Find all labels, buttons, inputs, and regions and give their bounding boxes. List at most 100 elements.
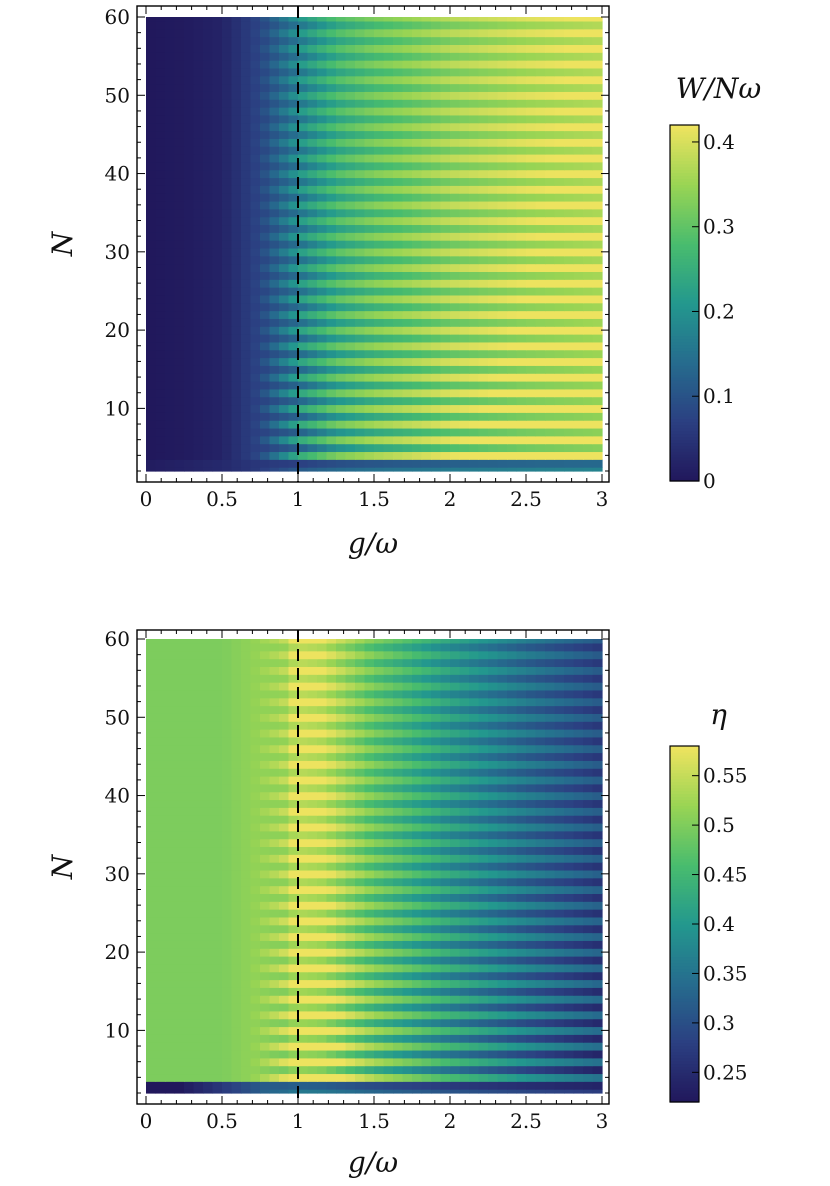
heatmap-cell xyxy=(450,341,461,351)
heatmap-cell xyxy=(231,200,242,210)
heatmap-cell xyxy=(250,420,261,429)
heatmap-cell xyxy=(241,122,252,132)
heatmap-cell xyxy=(231,349,242,359)
heatmap-cell xyxy=(193,255,204,265)
heatmap-cell xyxy=(478,17,489,22)
heatmap-cell xyxy=(269,877,280,887)
heatmap-cell xyxy=(412,427,423,437)
heatmap-cell xyxy=(583,807,594,816)
heatmap-cell xyxy=(497,193,508,202)
heatmap-cell xyxy=(450,380,461,390)
heatmap-cell xyxy=(250,240,261,249)
heatmap-cell xyxy=(469,1002,480,1012)
heatmap-cell xyxy=(516,830,527,840)
heatmap-cell xyxy=(374,956,385,965)
heatmap-cell xyxy=(516,846,527,855)
heatmap-cell xyxy=(288,799,299,808)
heatmap-cell xyxy=(364,427,375,437)
heatmap-cell xyxy=(298,44,309,53)
heatmap-cell xyxy=(269,349,280,359)
heatmap-cell xyxy=(241,995,252,1004)
heatmap-cell xyxy=(355,404,366,413)
heatmap-cell xyxy=(174,791,185,801)
heatmap-cell xyxy=(383,1042,394,1051)
heatmap-cell xyxy=(469,1065,480,1075)
colorbar-segment xyxy=(670,323,699,328)
heatmap-cell xyxy=(393,318,404,327)
heatmap-cell xyxy=(412,1089,423,1094)
heatmap-cell xyxy=(269,427,280,437)
colorbar-segment xyxy=(670,368,699,372)
heatmap-cell xyxy=(592,224,603,233)
heatmap-cell xyxy=(507,224,518,233)
heatmap-cell xyxy=(450,326,461,335)
heatmap-cell xyxy=(174,177,185,186)
heatmap-cell xyxy=(383,963,394,973)
heatmap-cell xyxy=(279,200,290,210)
heatmap-cell xyxy=(573,114,584,124)
heatmap-cell xyxy=(488,412,499,421)
heatmap-cell xyxy=(222,255,233,265)
heatmap-cell xyxy=(298,263,309,272)
heatmap-cell xyxy=(393,956,404,965)
heatmap-cell xyxy=(155,326,166,335)
heatmap-cell xyxy=(155,459,166,468)
heatmap-cell xyxy=(440,247,451,257)
heatmap-cell xyxy=(592,334,603,343)
heatmap-cell xyxy=(431,987,442,996)
heatmap-cell xyxy=(355,247,366,257)
heatmap-cell xyxy=(345,971,356,981)
heatmap-cell xyxy=(554,318,565,327)
heatmap-cell xyxy=(459,987,470,996)
heatmap-cell xyxy=(298,388,309,398)
heatmap-cell xyxy=(307,326,318,335)
heatmap-cell xyxy=(554,334,565,343)
heatmap-cell xyxy=(507,216,518,226)
heatmap-cell xyxy=(545,1042,556,1051)
heatmap-cell xyxy=(564,877,575,887)
heatmap-cell xyxy=(155,987,166,996)
heatmap-cell xyxy=(336,420,347,429)
heatmap-cell xyxy=(203,948,214,957)
heatmap-cell xyxy=(355,979,366,988)
heatmap-cell xyxy=(269,420,280,429)
heatmap-cell xyxy=(212,67,223,77)
heatmap-cell xyxy=(165,940,176,949)
heatmap-cell xyxy=(431,122,442,132)
heatmap-cell xyxy=(326,862,337,871)
heatmap-cell xyxy=(554,185,565,194)
heatmap-cell xyxy=(165,67,176,77)
heatmap-cell xyxy=(212,924,223,934)
heatmap-cell xyxy=(345,263,356,272)
heatmap-cell xyxy=(317,341,328,351)
heatmap-cell xyxy=(146,1018,157,1028)
heatmap-cell xyxy=(497,451,508,460)
heatmap-cell xyxy=(526,216,537,226)
heatmap-cell xyxy=(488,822,499,832)
heatmap-cell xyxy=(250,224,261,233)
heatmap-cell xyxy=(298,122,309,132)
heatmap-cell xyxy=(421,956,432,965)
heatmap-cell xyxy=(450,940,461,949)
heatmap-cell xyxy=(241,854,252,863)
heatmap-cell xyxy=(288,107,299,116)
heatmap-cell xyxy=(554,107,565,116)
heatmap-cell xyxy=(260,380,271,390)
heatmap-cell xyxy=(459,948,470,957)
heatmap-cell xyxy=(250,20,261,30)
heatmap-cell xyxy=(193,791,204,801)
heatmap-cell xyxy=(440,909,451,918)
heatmap-cell xyxy=(554,1065,565,1075)
heatmap-cell xyxy=(393,52,404,61)
heatmap-cell xyxy=(592,36,603,45)
heatmap-cell xyxy=(298,177,309,186)
heatmap-cell xyxy=(497,365,508,374)
heatmap-cell xyxy=(440,916,451,926)
heatmap-cell xyxy=(184,36,195,45)
heatmap-cell xyxy=(535,185,546,194)
heatmap-cell xyxy=(174,807,185,816)
heatmap-cell xyxy=(478,1065,489,1075)
heatmap-cell xyxy=(307,807,318,816)
heatmap-cell xyxy=(355,420,366,429)
colorbar-segment xyxy=(670,187,699,191)
